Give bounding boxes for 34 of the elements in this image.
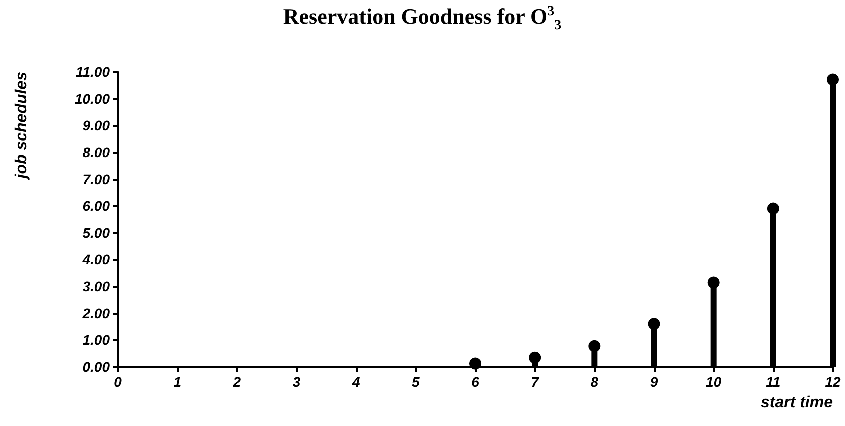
point [827, 74, 839, 86]
x-tick-label: 8 [590, 374, 599, 390]
y-axis-title: job schedules [14, 72, 30, 181]
y-tick-label: 7.00 [82, 171, 110, 188]
x-tick-label: 1 [174, 374, 182, 390]
x-tick-label: 0 [114, 374, 122, 390]
x-tick-label: 10 [706, 374, 722, 390]
x-tick-label: 5 [412, 374, 420, 390]
x-tick-label: 4 [351, 374, 360, 390]
y-tick-label: 1.00 [82, 332, 110, 348]
x-tick-label: 2 [232, 374, 242, 390]
point [708, 276, 720, 289]
y-tick-label: 3.00 [82, 278, 110, 295]
y-tick-label: 9.00 [82, 118, 110, 134]
x-tick-label: 11 [766, 374, 781, 390]
y-tick-label: 8.00 [82, 144, 110, 160]
point [588, 340, 601, 352]
y-tick-label: 10.00 [74, 90, 110, 107]
point [529, 352, 542, 364]
x-tick-label: 9 [650, 374, 658, 390]
y-tick-label: 0.00 [82, 359, 110, 375]
x-tick-label: 7 [531, 374, 540, 390]
y-tick-label: 4.00 [82, 252, 110, 268]
x-axis-title: start time [760, 394, 834, 412]
x-tick-label: 3 [292, 374, 301, 390]
y-tick-label: 2.00 [82, 305, 110, 322]
point [648, 318, 660, 330]
point [767, 202, 780, 215]
y-tick-label: 6.00 [82, 198, 110, 214]
x-tick-label: 6 [472, 374, 480, 390]
point [470, 358, 482, 370]
x-tick-label: 12 [825, 374, 841, 390]
y-tick-label: 11.00 [76, 64, 110, 80]
y-tick-label: 5.00 [82, 224, 110, 241]
